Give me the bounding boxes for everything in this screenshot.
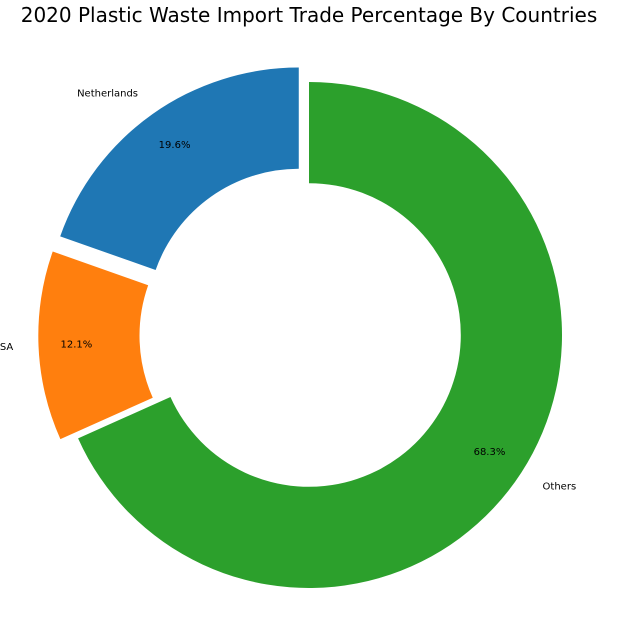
slice-labels: Netherlands USA Others xyxy=(0,88,576,492)
slice-label-netherlands: Netherlands xyxy=(77,88,138,99)
wedge-usa xyxy=(38,251,153,440)
wedge-others xyxy=(78,82,563,588)
slice-label-usa: USA xyxy=(0,342,13,353)
wedge-netherlands xyxy=(60,67,299,271)
percent-labels: 19.6% 12.1% 68.3% xyxy=(61,140,506,458)
chart-title: 2020 Plastic Waste Import Trade Percenta… xyxy=(21,3,598,27)
donut-wedges xyxy=(38,67,563,588)
pct-label-usa: 12.1% xyxy=(61,340,93,351)
slice-label-others: Others xyxy=(543,481,577,492)
pct-label-netherlands: 19.6% xyxy=(159,140,191,151)
pct-label-others: 68.3% xyxy=(474,447,506,458)
